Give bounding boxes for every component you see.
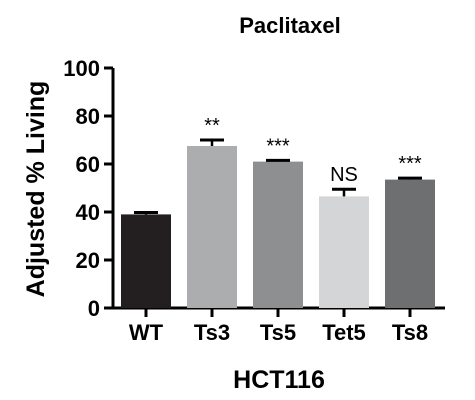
y-tick-label: 60 [76, 152, 100, 177]
bar-tet5 [319, 196, 369, 308]
y-axis-title: Adjusted % Living [22, 81, 50, 298]
significance-label: ** [204, 115, 220, 137]
bar-ts8 [385, 179, 435, 308]
significance-label: *** [266, 135, 290, 157]
significance-label: NS [330, 164, 358, 186]
y-tick-label: 40 [76, 200, 100, 225]
x-axis-title: HCT116 [233, 366, 325, 394]
y-tick-label: 100 [63, 56, 100, 81]
bar-ts5 [253, 161, 303, 308]
chart-title: Paclitaxel [239, 13, 341, 38]
significance-label: *** [398, 153, 422, 175]
x-tick-label: Ts3 [194, 320, 230, 345]
x-tick-label: Ts5 [260, 320, 296, 345]
x-tick-label: WT [129, 320, 164, 345]
bar-ts3 [187, 146, 237, 308]
bar-wt [121, 214, 171, 308]
y-tick-label: 80 [76, 104, 100, 129]
plot-area: 0 20 40 60 80 100 WT ** Ts3 *** Ts5 NS Tet5 *** Ts8 [63, 56, 445, 345]
x-tick-label: Tet5 [322, 320, 366, 345]
x-tick-label: Ts8 [392, 320, 428, 345]
y-tick-label: 0 [88, 296, 100, 321]
y-tick-label: 20 [76, 248, 100, 273]
